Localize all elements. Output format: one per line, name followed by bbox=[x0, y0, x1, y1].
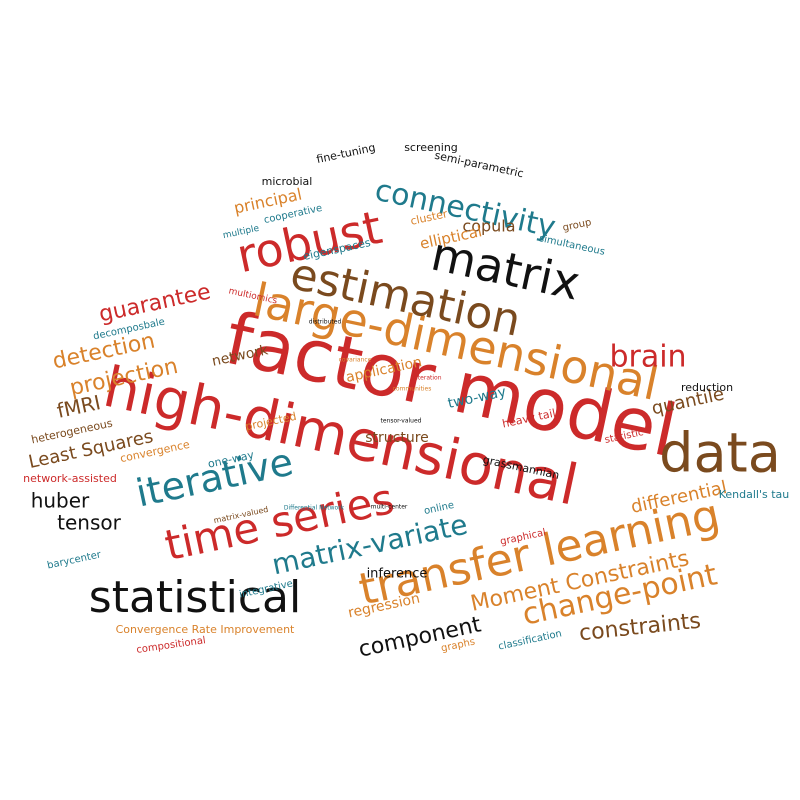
cloud-word: microbial bbox=[262, 175, 313, 188]
cloud-word: tensor bbox=[57, 511, 121, 535]
cloud-word: Differential Network bbox=[284, 505, 345, 512]
cloud-word: brain bbox=[609, 340, 686, 375]
cloud-word: fMRI bbox=[55, 390, 103, 423]
cloud-word: reduction bbox=[681, 381, 733, 394]
cloud-word: statistical bbox=[89, 572, 301, 623]
cloud-word: Convergence Rate Improvement bbox=[116, 623, 295, 636]
cloud-word: fine-tuning bbox=[315, 141, 376, 166]
cloud-word: barycenter bbox=[46, 549, 103, 571]
cloud-word: group bbox=[562, 217, 593, 234]
cloud-word: alteration bbox=[412, 375, 441, 382]
cloud-word: covariance bbox=[339, 357, 372, 364]
cloud-word: multi-center bbox=[371, 504, 408, 511]
cloud-word: structure bbox=[365, 430, 429, 446]
cloud-word: tensor-valued bbox=[381, 418, 422, 425]
cloud-word: classification bbox=[497, 628, 563, 652]
cloud-word: inference bbox=[367, 567, 428, 582]
cloud-word: huber bbox=[31, 489, 90, 513]
cloud-word: communities bbox=[393, 386, 432, 393]
cloud-word: Kendall's tau bbox=[719, 488, 790, 501]
cloud-word: semi-parametric bbox=[433, 149, 524, 181]
cloud-word: distributed bbox=[309, 319, 342, 326]
cloud-word: copula bbox=[462, 217, 515, 236]
cloud-word: network-assisted bbox=[23, 472, 117, 485]
cloud-word: screening bbox=[404, 141, 458, 154]
cloud-word: compositional bbox=[136, 635, 207, 656]
cloud-word: data bbox=[659, 422, 781, 485]
